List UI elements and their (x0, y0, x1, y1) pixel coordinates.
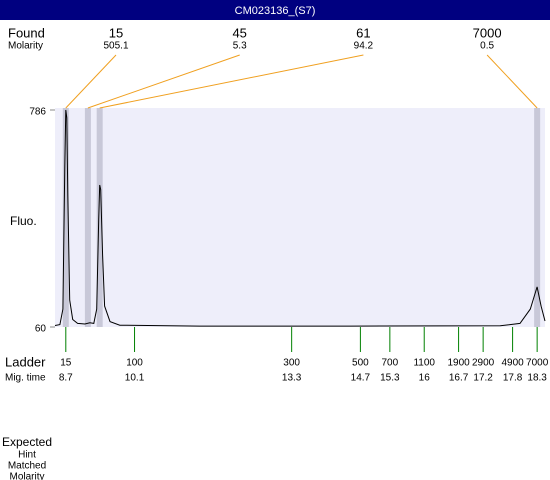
found-molarity: 5.3 (233, 41, 247, 52)
ladder-size: 500 (352, 358, 369, 369)
y-tick-label: 60 (35, 324, 47, 335)
title-bar (0, 0, 550, 20)
peak-connector (65, 54, 117, 109)
ladder-time: 17.2 (473, 373, 493, 384)
found-molarity: 94.2 (354, 41, 374, 52)
title: CM023136_(S7) (235, 5, 316, 17)
found-size: 61 (356, 25, 370, 40)
plot-area (55, 108, 545, 327)
ladder-size: 1900 (447, 358, 470, 369)
ladder-size: 100 (126, 358, 143, 369)
ladder-size: 7000 (526, 358, 549, 369)
peak-connector (486, 54, 538, 109)
peak-connector (99, 54, 364, 109)
ladder-time: 10.1 (125, 373, 145, 384)
ladder-time: 14.7 (351, 373, 371, 384)
hint-label: Hint (18, 450, 36, 461)
matched-label: Matched (8, 461, 46, 472)
molarity-label: Molarity (8, 41, 43, 52)
ladder-time: 16.7 (449, 373, 469, 384)
found-molarity: 505.1 (103, 41, 128, 52)
peak-band (84, 108, 91, 327)
found-molarity: 0.5 (480, 41, 494, 52)
ladder-time: 17.8 (503, 373, 523, 384)
peak-connector (87, 54, 240, 109)
ladder-time: 8.7 (59, 373, 73, 384)
trace (54, 109, 546, 327)
ladder-size: 300 (283, 358, 300, 369)
ladder-size: 4900 (501, 358, 524, 369)
y-label: Fluo. (10, 214, 37, 228)
expected-label: Expected (2, 435, 52, 449)
ladder-size: 700 (382, 358, 399, 369)
found-label: Found (8, 25, 45, 40)
ladder-time: 16 (419, 373, 431, 384)
found-size: 7000 (473, 25, 502, 40)
ladder-time: 18.3 (527, 373, 547, 384)
found-size: 15 (109, 25, 123, 40)
found-size: 45 (232, 25, 246, 40)
peak-band (534, 108, 541, 327)
ladder-size: 15 (60, 358, 72, 369)
peak-band (62, 108, 69, 327)
ladder-size: 2900 (472, 358, 495, 369)
mig-time-label: Mig. time (5, 373, 46, 384)
molarity-footer: Molarity (9, 472, 44, 480)
ladder-size: 1100 (413, 358, 435, 369)
y-tick-label: 786 (29, 107, 46, 118)
peak-band (96, 108, 103, 327)
ladder-time: 15.3 (380, 373, 400, 384)
ladder-label: Ladder (5, 354, 46, 369)
ladder-time: 13.3 (282, 373, 302, 384)
